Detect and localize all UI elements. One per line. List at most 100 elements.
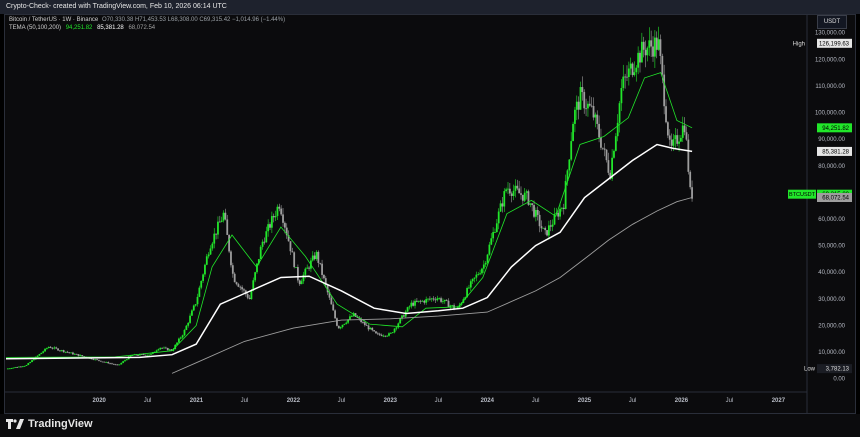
candle-body bbox=[250, 290, 253, 300]
candle-body bbox=[666, 122, 669, 136]
candle-body bbox=[622, 76, 625, 88]
x-tick-label: 2026 bbox=[675, 398, 689, 404]
candle-body bbox=[399, 318, 402, 324]
y-tick-label: 110,000.00 bbox=[815, 84, 845, 90]
candle-body bbox=[415, 300, 418, 302]
candle-body bbox=[637, 52, 640, 68]
candle-body bbox=[568, 159, 571, 171]
candle-body bbox=[616, 122, 619, 137]
candle-body bbox=[120, 362, 123, 365]
candle-body bbox=[157, 349, 160, 351]
candle-body bbox=[248, 297, 251, 300]
candle-body bbox=[561, 207, 563, 209]
candle-body bbox=[481, 268, 483, 274]
candle-body bbox=[103, 361, 106, 363]
candle-body bbox=[124, 360, 126, 362]
candle-body bbox=[434, 299, 437, 301]
candle-body bbox=[204, 264, 206, 275]
candle-body bbox=[681, 125, 684, 138]
candle-body bbox=[155, 350, 158, 352]
ma-fast-tag-box bbox=[817, 123, 852, 133]
candle-body bbox=[373, 330, 376, 332]
candle-body bbox=[300, 281, 303, 285]
candle-body bbox=[57, 348, 59, 351]
legend-ohlc: O70,330.38 H71,453.53 L68,308.00 C69,315… bbox=[101, 17, 286, 23]
tradingview-logo[interactable]: TradingView bbox=[6, 417, 93, 431]
candle-body bbox=[23, 365, 26, 367]
candle-body bbox=[179, 337, 182, 339]
candle-body bbox=[44, 348, 46, 352]
candle-body bbox=[442, 301, 444, 303]
candle-body bbox=[598, 123, 600, 138]
candle-body bbox=[427, 298, 429, 300]
candle-body bbox=[194, 304, 197, 306]
candle-body bbox=[389, 332, 392, 334]
candle-body bbox=[285, 227, 288, 236]
legend-ma-fast: 94,251.82 bbox=[65, 25, 93, 31]
candle-body bbox=[233, 273, 236, 283]
candle-body bbox=[181, 335, 184, 338]
candle-body bbox=[105, 361, 108, 363]
candle-body bbox=[544, 227, 547, 231]
candle-body bbox=[198, 287, 201, 297]
candle-body bbox=[691, 187, 693, 199]
candle-body bbox=[142, 354, 145, 355]
candle-body bbox=[311, 255, 314, 261]
ma-mid-tag: 85,381.28 bbox=[822, 149, 849, 155]
candle-body bbox=[226, 219, 229, 235]
candle-body bbox=[629, 63, 632, 69]
legend-symbol: Bitcoin / TetherUS · 1W · Binance bbox=[9, 17, 99, 23]
chart-frame[interactable] bbox=[4, 14, 856, 414]
candle-body bbox=[425, 299, 428, 303]
candle-body bbox=[594, 114, 597, 118]
y-tick-label: 60,000.00 bbox=[818, 217, 845, 223]
candle-body bbox=[421, 300, 424, 302]
candle-body bbox=[672, 139, 675, 146]
x-tick-label: 2023 bbox=[384, 398, 398, 404]
candle-body bbox=[624, 76, 627, 78]
candle-body bbox=[205, 256, 208, 265]
candle-body bbox=[655, 37, 658, 50]
candle-body bbox=[31, 360, 33, 363]
low-label: Low bbox=[804, 367, 816, 373]
legend-indicator-row[interactable]: TEMA (50,100,200) 94,251.82 85,381.28 68… bbox=[9, 25, 155, 31]
candle-body bbox=[148, 354, 151, 356]
candle-body bbox=[376, 333, 379, 335]
candle-body bbox=[176, 342, 178, 345]
candle-body bbox=[261, 241, 264, 247]
candle-body bbox=[417, 300, 420, 302]
candle-body bbox=[131, 355, 134, 356]
ma-mid-line bbox=[5, 143, 693, 360]
candle-body bbox=[295, 267, 297, 268]
candle-body bbox=[414, 300, 416, 306]
candle-body bbox=[508, 188, 511, 194]
candle-body bbox=[66, 351, 69, 353]
candle-body bbox=[150, 353, 152, 355]
candle-body bbox=[60, 350, 63, 351]
last-price-tag-symbol-box bbox=[788, 189, 816, 199]
x-tick-label: Jul bbox=[726, 398, 734, 404]
candle-body bbox=[161, 347, 164, 349]
candle-body bbox=[21, 366, 24, 368]
candle-body bbox=[601, 147, 604, 149]
candle-body bbox=[32, 359, 35, 361]
candle-body bbox=[317, 251, 320, 263]
candle-body bbox=[633, 72, 636, 76]
candle-body bbox=[657, 39, 660, 50]
candle-body bbox=[296, 267, 299, 281]
currency-selector[interactable]: USDT bbox=[817, 15, 847, 29]
candle-body bbox=[386, 335, 389, 337]
candle-body bbox=[603, 148, 606, 150]
candle-body bbox=[237, 284, 240, 287]
candle-body bbox=[572, 123, 574, 142]
price-tags: 126,199.63High94,251.8285,381.2869,315.0… bbox=[788, 38, 852, 374]
candle-body bbox=[10, 368, 13, 370]
candle-body bbox=[555, 212, 558, 215]
candle-body bbox=[369, 327, 372, 330]
candle-body bbox=[75, 353, 78, 355]
candle-body bbox=[129, 355, 132, 357]
candle-body bbox=[518, 188, 521, 194]
candle-body bbox=[298, 280, 301, 285]
candle-body bbox=[191, 310, 193, 316]
